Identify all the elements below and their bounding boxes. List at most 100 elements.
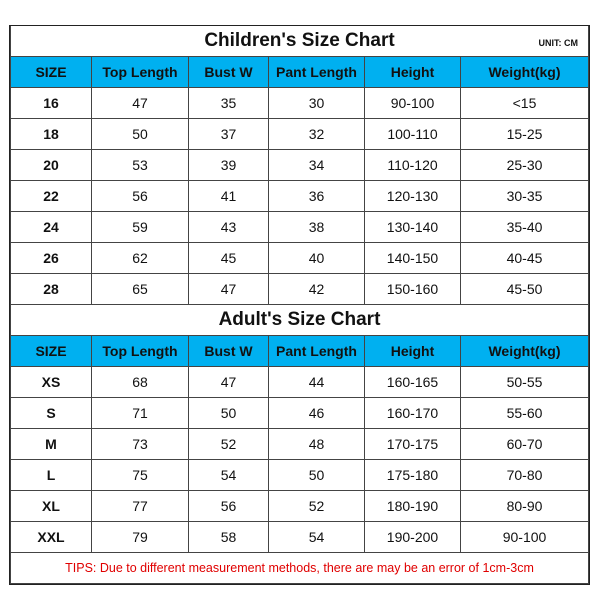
column-header: SIZE [10,335,92,367]
value-cell: 55-60 [460,397,589,429]
value-cell: 38 [268,211,365,243]
size-cell: XS [10,366,92,398]
children-chart-title: Children's Size Chart UNIT: CM [10,26,589,57]
value-cell: 90-100 [364,87,461,119]
value-cell: 30 [268,87,365,119]
value-cell: 100-110 [364,118,461,150]
tips-row: TIPS: Due to different measurement metho… [10,552,589,584]
value-cell: 80-90 [460,490,589,522]
size-cell: XL [10,490,92,522]
column-header: Pant Length [268,335,365,367]
size-cell: 26 [10,242,92,274]
value-cell: 58 [188,521,269,553]
value-cell: 35-40 [460,211,589,243]
size-cell: 28 [10,273,92,305]
value-cell: 50 [91,118,189,150]
size-chart: Children's Size Chart UNIT: CM SIZE Top Len… [9,25,590,585]
adult-chart-title: Adult's Size Chart [10,304,589,336]
value-cell: 62 [91,242,189,274]
column-header: Bust W [188,335,269,367]
table-row: XXL 79 58 54 190-200 90-100 [10,521,589,553]
value-cell: 47 [91,87,189,119]
value-cell: 37 [188,118,269,150]
table-row: S 71 50 46 160-170 55-60 [10,397,589,429]
column-header: Height [364,56,461,88]
table-row: L 75 54 50 175-180 70-80 [10,459,589,491]
unit-label: UNIT: CM [538,38,579,48]
value-cell: 79 [91,521,189,553]
table-row: M 73 52 48 170-175 60-70 [10,428,589,460]
column-header: Top Length [91,56,189,88]
column-header: Weight(kg) [460,335,589,367]
table-row: XL 77 56 52 180-190 80-90 [10,490,589,522]
table-row: XS 68 47 44 160-165 50-55 [10,366,589,398]
value-cell: 48 [268,428,365,460]
value-cell: 54 [268,521,365,553]
value-cell: 42 [268,273,365,305]
value-cell: 70-80 [460,459,589,491]
value-cell: 50 [188,397,269,429]
column-header: Weight(kg) [460,56,589,88]
size-cell: 16 [10,87,92,119]
table-row: 16 47 35 30 90-100 <15 [10,87,589,119]
column-header: Height [364,335,461,367]
value-cell: 150-160 [364,273,461,305]
column-header: Bust W [188,56,269,88]
children-title-row: Children's Size Chart UNIT: CM [10,26,589,57]
value-cell: 46 [268,397,365,429]
value-cell: 175-180 [364,459,461,491]
value-cell: 75 [91,459,189,491]
children-header-row: SIZE Top Length Bust W Pant Length Height Wei… [10,56,589,88]
value-cell: 50 [268,459,365,491]
value-cell: 160-165 [364,366,461,398]
value-cell: 90-100 [460,521,589,553]
value-cell: 32 [268,118,365,150]
value-cell: 44 [268,366,365,398]
adult-header-row: SIZE Top Length Bust W Pant Length Height Wei… [10,335,589,367]
value-cell: 65 [91,273,189,305]
value-cell: 47 [188,366,269,398]
size-cell: 18 [10,118,92,150]
value-cell: 35 [188,87,269,119]
value-cell: 25-30 [460,149,589,181]
value-cell: 45-50 [460,273,589,305]
size-cell: S [10,397,92,429]
value-cell: 52 [268,490,365,522]
value-cell: 54 [188,459,269,491]
value-cell: 40-45 [460,242,589,274]
column-header: Pant Length [268,56,365,88]
tips-text: TIPS: Due to different measurement metho… [10,552,589,584]
value-cell: 47 [188,273,269,305]
value-cell: 130-140 [364,211,461,243]
table-row: 18 50 37 32 100-110 15-25 [10,118,589,150]
value-cell: 190-200 [364,521,461,553]
value-cell: 15-25 [460,118,589,150]
size-cell: L [10,459,92,491]
value-cell: 53 [91,149,189,181]
value-cell: 41 [188,180,269,212]
value-cell: 120-130 [364,180,461,212]
value-cell: 170-175 [364,428,461,460]
value-cell: 68 [91,366,189,398]
table-row: 24 59 43 38 130-140 35-40 [10,211,589,243]
value-cell: 71 [91,397,189,429]
value-cell: 50-55 [460,366,589,398]
value-cell: 160-170 [364,397,461,429]
size-cell: M [10,428,92,460]
adult-title-row: Adult's Size Chart [10,304,589,336]
value-cell: 39 [188,149,269,181]
value-cell: 52 [188,428,269,460]
value-cell: 40 [268,242,365,274]
value-cell: 59 [91,211,189,243]
value-cell: 140-150 [364,242,461,274]
value-cell: 45 [188,242,269,274]
value-cell: 73 [91,428,189,460]
column-header: Top Length [91,335,189,367]
table-row: 28 65 47 42 150-160 45-50 [10,273,589,305]
value-cell: 56 [188,490,269,522]
size-cell: 22 [10,180,92,212]
size-cell: 24 [10,211,92,243]
value-cell: <15 [460,87,589,119]
value-cell: 180-190 [364,490,461,522]
table-row: 26 62 45 40 140-150 40-45 [10,242,589,274]
